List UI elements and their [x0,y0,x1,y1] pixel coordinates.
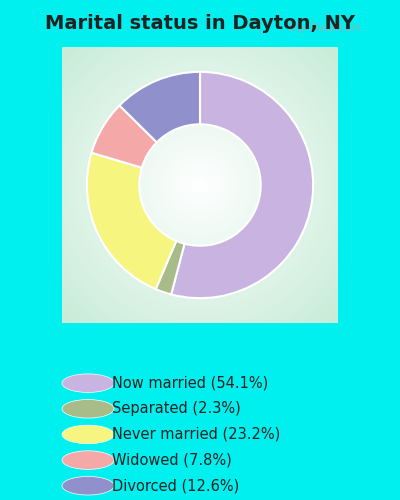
Wedge shape [92,106,157,168]
Circle shape [62,451,114,469]
Text: Widowed (7.8%): Widowed (7.8%) [112,452,232,468]
Text: Marital status in Dayton, NY: Marital status in Dayton, NY [45,14,355,33]
Wedge shape [156,241,184,294]
Wedge shape [87,152,176,289]
Text: Never married (23.2%): Never married (23.2%) [112,427,280,442]
Text: Separated (2.3%): Separated (2.3%) [112,402,241,416]
Wedge shape [120,72,200,142]
Text: Divorced (12.6%): Divorced (12.6%) [112,478,239,493]
Circle shape [62,476,114,495]
Text: Now married (54.1%): Now married (54.1%) [112,376,268,390]
Wedge shape [171,72,313,298]
Circle shape [62,374,114,392]
Circle shape [62,425,114,444]
Text: City-Data.com: City-Data.com [288,23,362,33]
Circle shape [62,400,114,418]
